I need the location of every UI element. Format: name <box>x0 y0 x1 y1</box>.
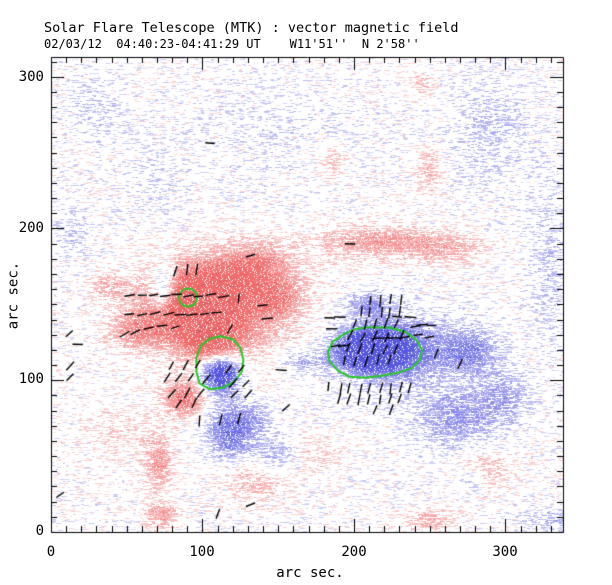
y-tick-label-0: 0 <box>35 523 44 539</box>
x-tick-label-300: 300 <box>492 544 518 560</box>
x-tick-label-0: 0 <box>46 544 56 560</box>
chart-title: Solar Flare Telescope (MTK) : vector mag… <box>44 20 459 36</box>
y-tick-label-100: 100 <box>18 371 44 387</box>
y-tick-label-300: 300 <box>18 69 44 85</box>
x-tick-label-200: 200 <box>341 544 367 560</box>
y-tick-label-200: 200 <box>18 220 44 236</box>
x-tick-label-100: 100 <box>189 544 215 560</box>
x-axis-title: arc sec. <box>276 565 344 581</box>
y-axis-title: arc sec. <box>5 261 22 330</box>
chart-subtitle: 02/03/12 04:40:23-04:41:29 UT W11'51'' N… <box>44 37 420 51</box>
